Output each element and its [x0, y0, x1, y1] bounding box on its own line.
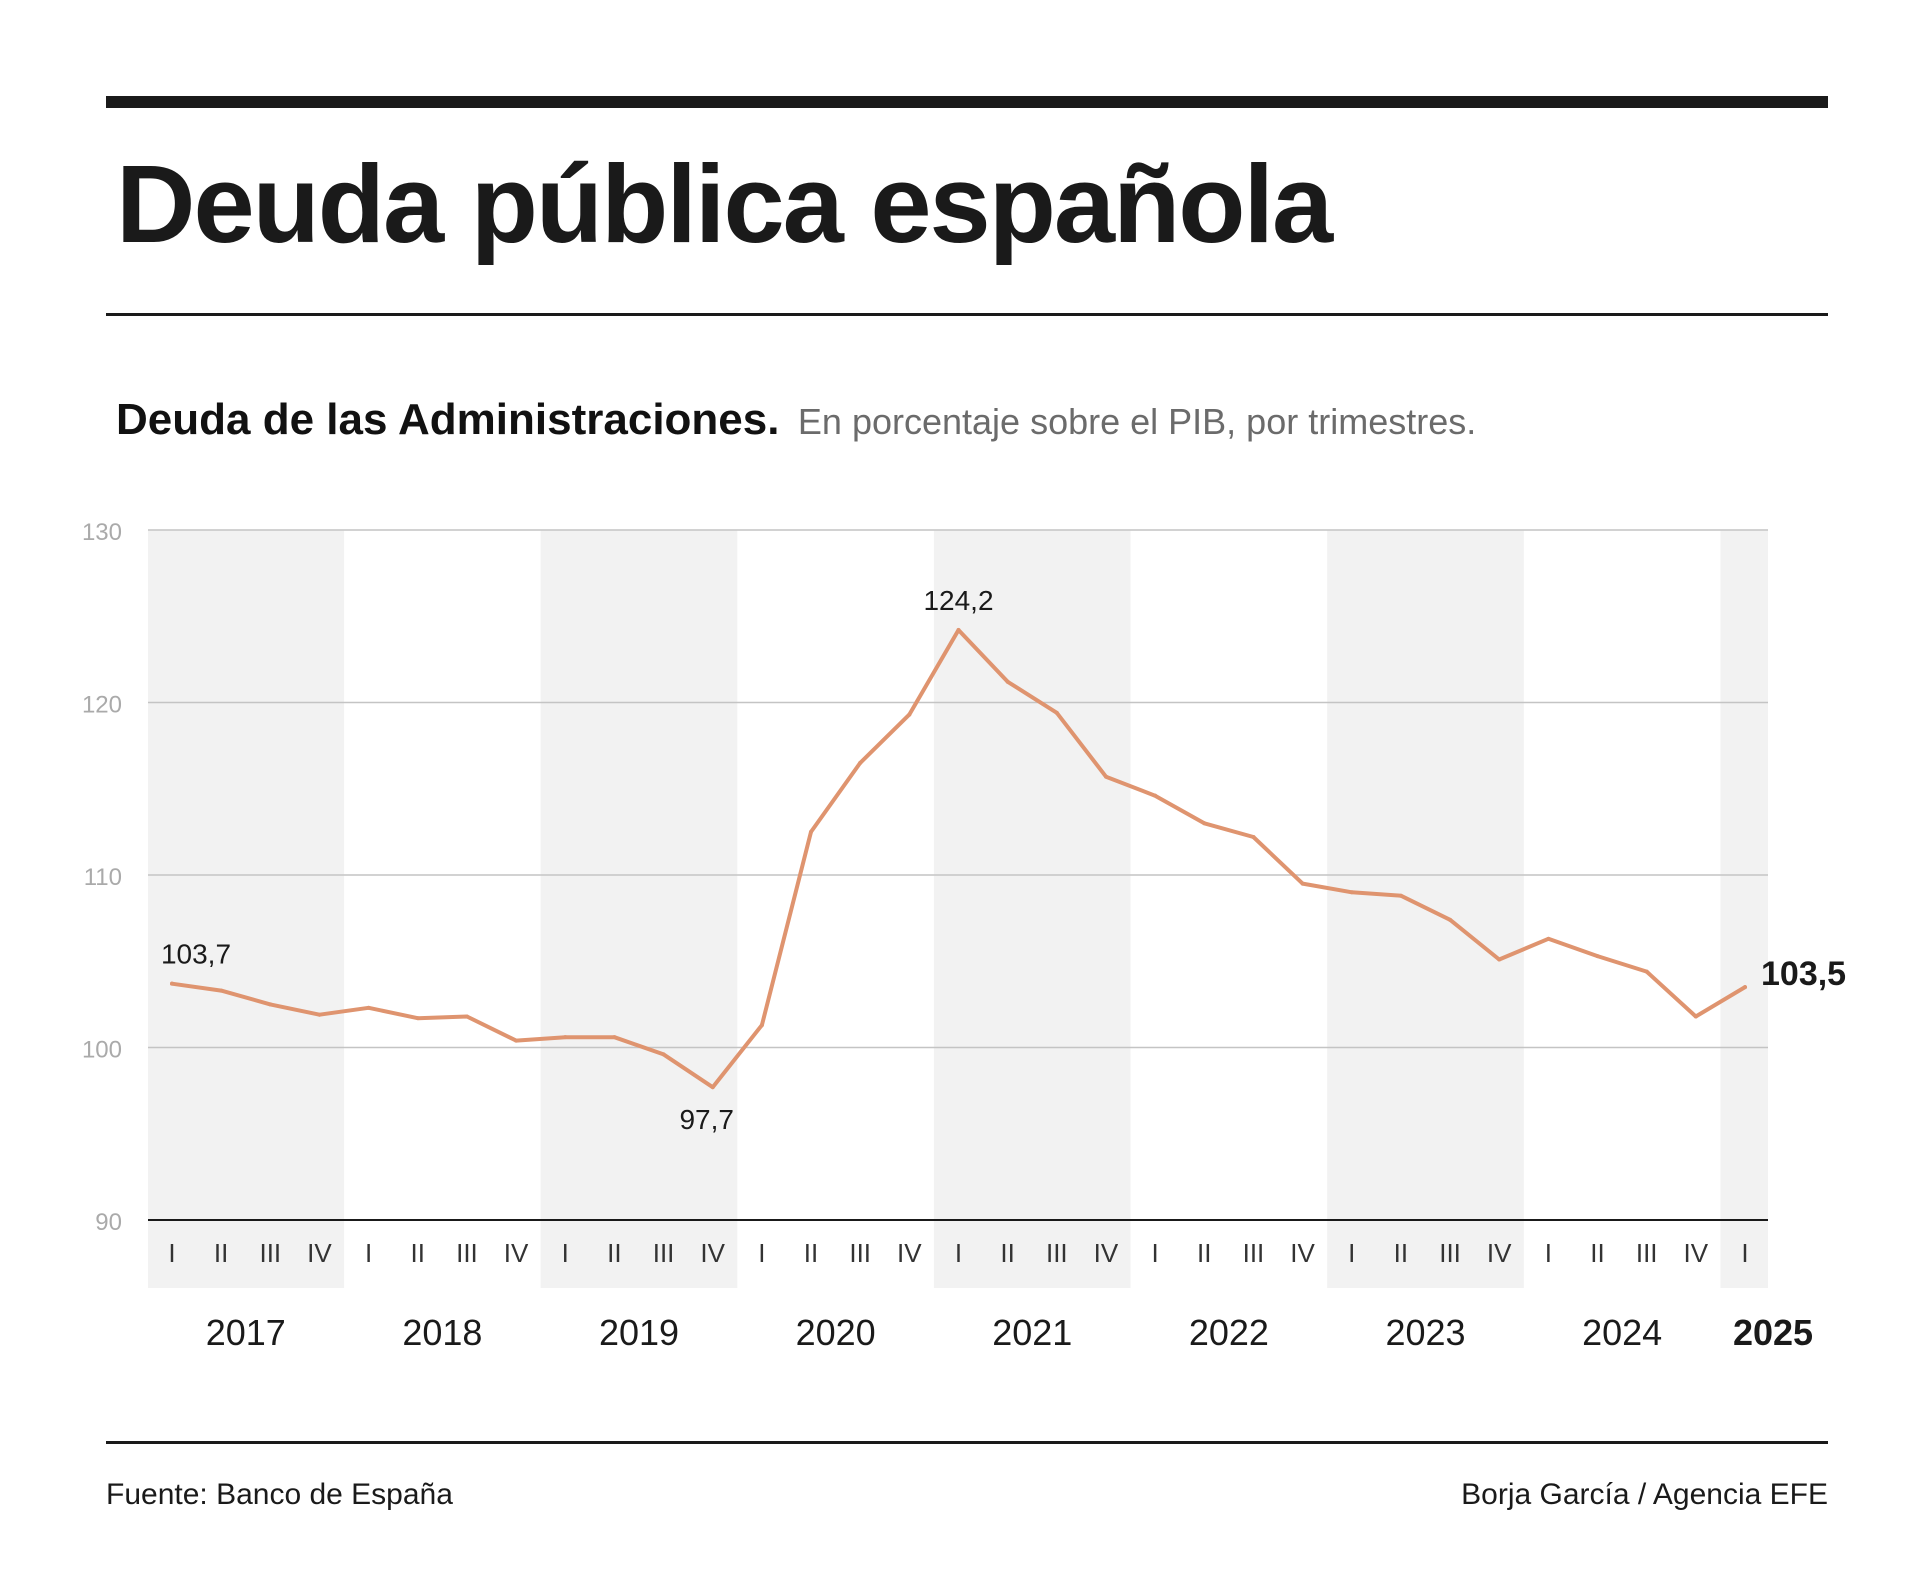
data-point [1153, 793, 1158, 798]
data-label: 97,7 [679, 1104, 734, 1135]
quarter-tick-label: I [168, 1238, 175, 1268]
data-point [1546, 936, 1551, 941]
data-point [809, 829, 814, 834]
data-point [1005, 679, 1010, 684]
data-point [1644, 969, 1649, 974]
year-label-2025: 2025 [1733, 1312, 1813, 1353]
data-point [1251, 835, 1256, 840]
year-label-2018: 2018 [402, 1312, 482, 1353]
data-point [1497, 957, 1502, 962]
year-label-2017: 2017 [206, 1312, 286, 1353]
y-tick-label-120: 120 [82, 692, 122, 719]
bottom-rule [106, 1441, 1828, 1444]
quarter-tick-label: IV [1290, 1238, 1315, 1268]
quarter-tick-label: III [1636, 1238, 1658, 1268]
quarter-tick-label: III [653, 1238, 675, 1268]
year-label-2019: 2019 [599, 1312, 679, 1353]
data-point [1693, 1014, 1698, 1019]
page-title: Deuda pública española [116, 143, 1333, 266]
data-point [956, 628, 961, 633]
quarter-tick-label: III [849, 1238, 871, 1268]
quarter-tick-label: I [758, 1238, 765, 1268]
top-rule [106, 96, 1828, 108]
y-tick-label-110: 110 [84, 864, 122, 891]
year-label-2024: 2024 [1582, 1312, 1662, 1353]
data-label: 103,7 [161, 939, 231, 970]
quarter-tick-label: I [1741, 1238, 1748, 1268]
quarter-tick-label: II [1590, 1238, 1604, 1268]
quarter-tick-label: II [804, 1238, 818, 1268]
data-point [858, 760, 863, 765]
year-band-2017 [148, 530, 345, 1288]
year-label-2023: 2023 [1385, 1312, 1465, 1353]
quarter-tick-label: IV [1684, 1238, 1709, 1268]
quarter-tick-label: I [955, 1238, 962, 1268]
data-point [366, 1005, 371, 1010]
quarter-tick-label: IV [1094, 1238, 1119, 1268]
data-point [1300, 881, 1305, 886]
year-label-2020: 2020 [796, 1312, 876, 1353]
data-point [1054, 710, 1059, 715]
data-point [514, 1038, 519, 1043]
data-point [1398, 893, 1403, 898]
data-point [612, 1035, 617, 1040]
quarter-tick-label: I [1545, 1238, 1552, 1268]
data-point [1595, 954, 1600, 959]
data-point [415, 1016, 420, 1021]
quarter-tick-label: III [1046, 1238, 1068, 1268]
quarter-tick-label: II [1197, 1238, 1211, 1268]
quarter-tick-label: IV [897, 1238, 922, 1268]
data-point [268, 1002, 273, 1007]
subtitle-light: En porcentaje sobre el PIB, por trimestr… [797, 401, 1477, 442]
year-band-2025 [1720, 530, 1768, 1288]
year-label-2021: 2021 [992, 1312, 1072, 1353]
data-point [1103, 774, 1108, 779]
data-point [1743, 985, 1747, 990]
year-band-2019 [540, 530, 738, 1288]
y-tick-label-130: 130 [82, 519, 122, 546]
quarter-tick-label: II [214, 1238, 228, 1268]
data-point [563, 1035, 568, 1040]
quarter-tick-label: I [1152, 1238, 1159, 1268]
quarter-tick-label: II [411, 1238, 425, 1268]
data-point [464, 1014, 469, 1019]
data-point [907, 712, 912, 717]
quarter-tick-label: I [1348, 1238, 1355, 1268]
data-point [317, 1012, 322, 1017]
quarter-tick-label: IV [1487, 1238, 1512, 1268]
quarter-tick-label: IV [700, 1238, 725, 1268]
data-point [759, 1023, 764, 1028]
quarter-tick-label: I [562, 1238, 569, 1268]
subtitle-bold: Deuda de las Administraciones. [116, 395, 780, 444]
data-point [710, 1085, 715, 1090]
chart-subtitle: Deuda de las Administraciones. En porcen… [116, 398, 1476, 442]
quarter-tick-label: IV [504, 1238, 529, 1268]
data-point [661, 1052, 666, 1057]
quarter-tick-label: III [1243, 1238, 1265, 1268]
quarter-tick-label: I [365, 1238, 372, 1268]
quarter-tick-label: II [1000, 1238, 1014, 1268]
data-point [1202, 821, 1207, 826]
y-tick-label-90: 90 [95, 1209, 122, 1236]
year-band-2021 [933, 530, 1131, 1288]
data-point [1448, 917, 1453, 922]
quarter-tick-label: III [1439, 1238, 1461, 1268]
year-label-2022: 2022 [1189, 1312, 1269, 1353]
y-tick-label-100: 100 [82, 1037, 122, 1064]
data-label: 103,5 [1761, 955, 1846, 993]
quarter-tick-label: II [607, 1238, 621, 1268]
quarter-tick-label: IV [307, 1238, 332, 1268]
data-label: 124,2 [923, 585, 993, 616]
data-point [1349, 890, 1354, 895]
quarter-tick-label: II [1394, 1238, 1408, 1268]
quarter-tick-label: III [456, 1238, 478, 1268]
title-rule [106, 313, 1828, 316]
data-point [219, 988, 224, 993]
source-note: Fuente: Banco de España [106, 1478, 453, 1511]
quarter-tick-label: III [259, 1238, 281, 1268]
credit-note: Borja García / Agencia EFE [1461, 1478, 1828, 1511]
data-point [170, 981, 174, 986]
